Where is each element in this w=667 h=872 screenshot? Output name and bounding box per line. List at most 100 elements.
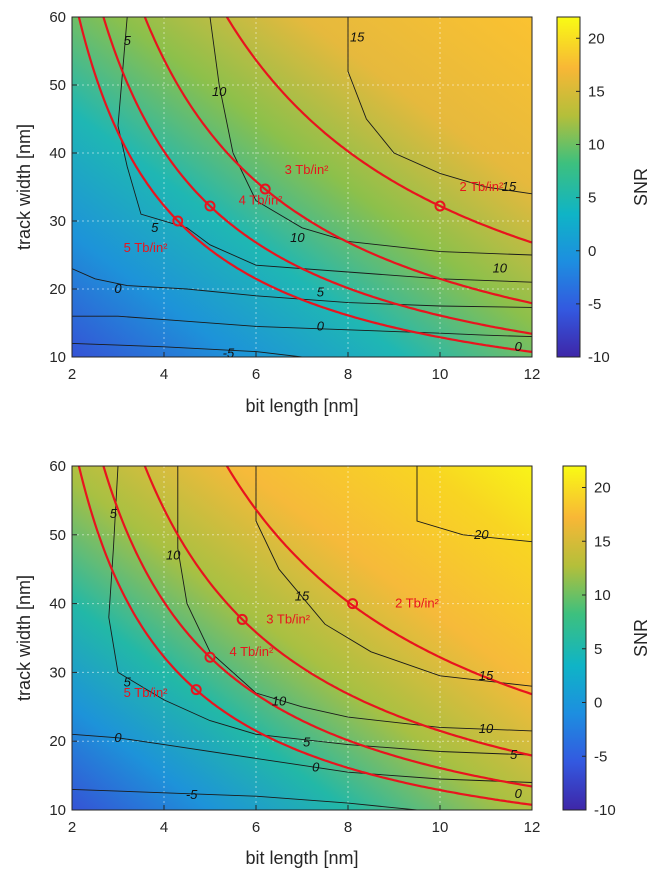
colorbar — [556, 16, 581, 358]
colorbar-tick-label: 5 — [594, 641, 602, 658]
x-axis-label: bit length [nm] — [245, 396, 358, 416]
y-tick-label: 50 — [49, 77, 66, 94]
density-marker — [172, 215, 184, 227]
density-label: 3 Tb/in² — [266, 611, 311, 626]
density-label: 2 Tb/in² — [459, 179, 504, 194]
colorbar-tick-label: 0 — [594, 695, 602, 712]
density-label: 4 Tb/in² — [229, 644, 274, 659]
x-tick-label: 2 — [68, 366, 76, 383]
density-curve — [225, 17, 532, 244]
y-tick-label: 40 — [49, 596, 66, 613]
density-label: 3 Tb/in² — [285, 162, 330, 177]
y-tick-label: 10 — [49, 349, 66, 366]
colorbar-label: SNR — [631, 168, 651, 206]
density-label: 5 Tb/in² — [124, 685, 169, 700]
x-tick-label: 8 — [344, 819, 352, 836]
y-tick-label: 10 — [49, 802, 66, 819]
density-curve — [102, 466, 532, 788]
density-label: 2 Tb/in² — [395, 596, 440, 611]
colorbar-tick-label: -10 — [594, 802, 616, 819]
x-tick-label: 8 — [344, 366, 352, 383]
colorbar-tick-label: 15 — [588, 83, 605, 100]
contour-label: -5 — [186, 787, 198, 802]
contour-label: 5 — [317, 284, 325, 299]
contour-label: 15 — [502, 179, 517, 194]
y-axis-label: track width [nm] — [14, 575, 34, 701]
y-tick-label: 50 — [49, 527, 66, 544]
contour-line — [72, 268, 532, 308]
density-curve — [143, 466, 532, 757]
contour-label: 15 — [350, 29, 365, 44]
y-axis-label: track width [nm] — [14, 124, 34, 250]
chart-panel-top: 5 10 15 15 10 10 5 50 0 0 -5 2 Tb/in² 3 Tb/in² 4 Tb/i… — [14, 9, 651, 416]
contour-line — [72, 788, 418, 810]
density-marker — [204, 651, 216, 663]
y-tick-label: 40 — [49, 145, 66, 162]
colorbar-tick-label: -10 — [588, 349, 610, 366]
contour-label: 0 — [114, 281, 122, 296]
colorbar — [562, 465, 587, 811]
colorbar-tick-label: 20 — [588, 30, 605, 47]
contour-line — [72, 342, 303, 357]
contour-label: 10 — [212, 84, 227, 99]
contour-label: 0 — [114, 730, 122, 745]
contour-label: 0 — [515, 786, 523, 801]
contour-label: 10 — [493, 261, 508, 276]
colorbar-tick-label: -5 — [594, 748, 607, 765]
y-tick-label: 60 — [49, 458, 66, 475]
colorbar-tick-label: 20 — [594, 480, 611, 497]
density-marker — [190, 684, 202, 696]
contour-label: 5 — [510, 747, 518, 762]
x-tick-label: 10 — [432, 366, 449, 383]
contour-label: 5 — [110, 506, 118, 521]
density-label: 4 Tb/in² — [239, 193, 284, 208]
contour-line — [72, 315, 532, 338]
density-curve — [77, 466, 532, 806]
x-tick-label: 10 — [432, 819, 449, 836]
y-tick-label: 60 — [49, 9, 66, 26]
x-tick-label: 6 — [252, 819, 260, 836]
y-tick-label: 30 — [49, 664, 66, 681]
colorbar-label: SNR — [631, 619, 651, 657]
density-marker — [259, 183, 271, 195]
plot-frame — [71, 16, 533, 358]
colorbar-tick-label: -5 — [588, 296, 601, 313]
contour-line — [117, 17, 532, 283]
contour-line — [108, 466, 532, 756]
density-marker — [347, 598, 359, 610]
x-tick-label: 4 — [160, 366, 168, 383]
contour-line — [416, 466, 532, 543]
contour-label: 10 — [272, 693, 287, 708]
density-marker — [434, 200, 446, 212]
contour-label: 0 — [317, 318, 325, 333]
contour-label: 10 — [166, 547, 181, 562]
density-curve — [102, 17, 532, 335]
contour-label: 10 — [479, 721, 494, 736]
contour-label: -5 — [223, 346, 235, 361]
contour-label: 5 — [124, 675, 132, 690]
colorbar-tick-label: 10 — [588, 137, 605, 154]
contour-label: 20 — [473, 527, 489, 542]
x-tick-label: 12 — [524, 819, 541, 836]
colorbar-tick-label: 15 — [594, 533, 611, 550]
x-tick-label: 4 — [160, 819, 168, 836]
y-tick-label: 20 — [49, 733, 66, 750]
x-tick-label: 2 — [68, 819, 76, 836]
colorbar-tick-label: 0 — [588, 243, 596, 260]
contour-label: 5 — [124, 33, 132, 48]
density-label: 5 Tb/in² — [124, 240, 169, 255]
contour-label: 10 — [290, 230, 305, 245]
density-curve — [225, 466, 532, 696]
contour-label: 0 — [312, 759, 320, 774]
y-tick-label: 30 — [49, 213, 66, 230]
contour-label: 15 — [295, 589, 310, 604]
density-marker — [204, 200, 216, 212]
x-tick-label: 12 — [524, 366, 541, 383]
y-tick-label: 20 — [49, 281, 66, 298]
contour-label: 15 — [479, 668, 494, 683]
contour-line — [255, 466, 532, 687]
contour-label: 5 — [303, 735, 311, 750]
contour-label: 0 — [515, 339, 523, 354]
